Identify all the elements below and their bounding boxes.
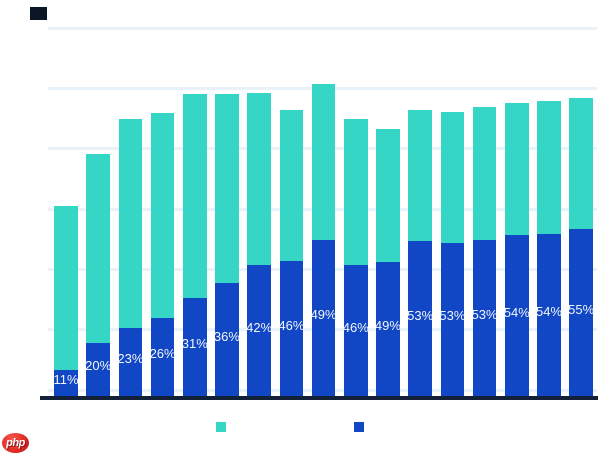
bar-5-teal-segment xyxy=(183,93,207,299)
bar-8-blue-segment xyxy=(279,261,304,396)
bar-14-blue-segment xyxy=(472,240,497,396)
bar-17-blue-segment xyxy=(569,229,593,396)
bar-13-blue-segment xyxy=(440,242,465,396)
bar-10-teal-segment xyxy=(344,119,368,266)
bar-5-share-label: 31% xyxy=(181,336,208,352)
bar-14-teal-segment xyxy=(472,107,497,241)
bar-11-share-label: 49% xyxy=(374,318,401,334)
bar-1-blue-segment xyxy=(54,369,78,396)
bar-1-teal-segment xyxy=(54,206,78,370)
bar-17-teal-segment xyxy=(569,98,593,230)
bar-6-blue-segment xyxy=(215,283,239,396)
bar-7-teal-segment xyxy=(247,92,271,266)
bar-16-teal-segment xyxy=(537,101,561,234)
bar-12-blue-segment xyxy=(408,241,432,396)
bar-15-share-label: 54% xyxy=(503,304,530,320)
legend-swatch-blue xyxy=(354,422,364,432)
bar-3-share-label: 23% xyxy=(117,350,144,366)
bar-2-teal-segment xyxy=(86,153,110,343)
bar-4-blue-segment xyxy=(150,317,175,396)
bar-6-share-label: 36% xyxy=(213,328,240,344)
bar-13-share-label: 53% xyxy=(439,308,466,324)
bar-12-teal-segment xyxy=(408,109,432,242)
bar-4-share-label: 26% xyxy=(149,345,176,361)
title-swatch xyxy=(30,7,47,20)
bar-13-teal-segment xyxy=(440,111,465,243)
bar-16-share-label: 54% xyxy=(535,304,563,319)
bar-9-blue-segment xyxy=(311,239,336,396)
bar-8-share-label: 46% xyxy=(278,317,305,333)
bar-5-blue-segment xyxy=(183,298,207,396)
bar-15-blue-segment xyxy=(505,235,529,396)
bar-9-share-label: 49% xyxy=(310,306,337,322)
bar-11-teal-segment xyxy=(376,129,400,263)
bar-3-blue-segment xyxy=(118,327,143,396)
gridline-60pct xyxy=(48,26,597,30)
php-logo-text: php xyxy=(6,436,25,449)
bar-7-blue-segment xyxy=(247,265,271,396)
legend-swatch-teal xyxy=(216,422,226,432)
x-axis-line xyxy=(40,395,598,400)
bar-17-share-label: 55% xyxy=(568,301,595,317)
bar-12-share-label: 53% xyxy=(407,307,434,323)
bar-16-blue-segment xyxy=(537,234,561,396)
bar-2-blue-segment xyxy=(86,342,110,396)
bar-10-blue-segment xyxy=(344,265,368,396)
bar-9-teal-segment xyxy=(311,83,336,240)
bar-10-share-label: 46% xyxy=(342,319,369,335)
bar-1-share-label: 11% xyxy=(53,371,79,387)
bar-7-share-label: 42% xyxy=(246,319,273,335)
bar-11-blue-segment xyxy=(376,262,400,396)
bar-3-teal-segment xyxy=(118,118,143,328)
bar-14-share-label: 53% xyxy=(471,307,498,322)
php-watermark-logo: php xyxy=(2,433,29,453)
bar-6-teal-segment xyxy=(215,93,239,284)
bar-8-teal-segment xyxy=(279,110,304,262)
bar-4-teal-segment xyxy=(150,112,175,318)
bar-2-share-label: 20% xyxy=(85,358,112,374)
bar-15-teal-segment xyxy=(505,103,529,236)
